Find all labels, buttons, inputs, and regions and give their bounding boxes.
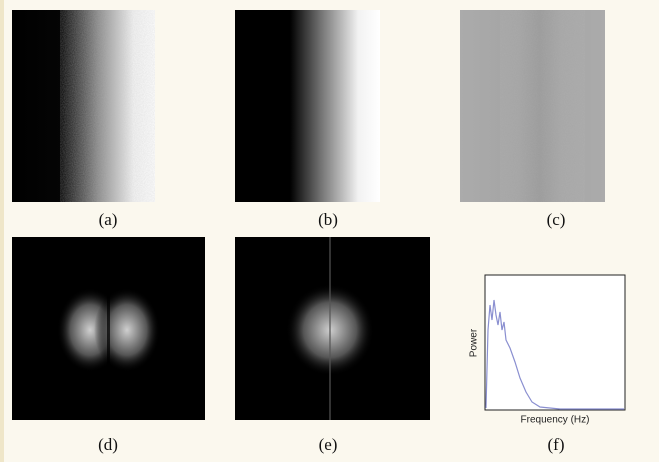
image-a-noise xyxy=(60,10,155,202)
caption: (d) xyxy=(98,435,118,454)
plot-curve xyxy=(485,299,624,410)
image-c-noise xyxy=(500,10,585,202)
image-b xyxy=(235,10,380,202)
image-d-gap xyxy=(107,288,110,372)
x-axis-label: Frequency (Hz) xyxy=(521,415,590,426)
edge-strip xyxy=(0,0,4,462)
caption: (e) xyxy=(319,435,338,454)
caption: (b) xyxy=(318,210,338,229)
caption: (c) xyxy=(547,210,566,229)
caption: (a) xyxy=(99,210,118,229)
y-axis-label: Power xyxy=(469,328,480,357)
plot-frame xyxy=(484,274,626,411)
caption: (f) xyxy=(548,435,565,454)
image-d-lobe xyxy=(94,288,160,372)
